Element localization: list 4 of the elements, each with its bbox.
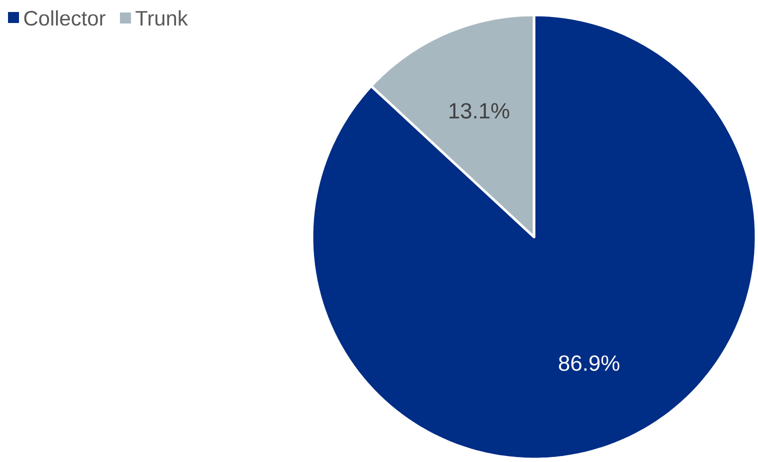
legend-label: Collector bbox=[24, 10, 106, 26]
data-label: 86.9% bbox=[558, 355, 620, 371]
data-label: 13.1% bbox=[450, 103, 510, 119]
legend-label: Trunk bbox=[136, 10, 188, 26]
